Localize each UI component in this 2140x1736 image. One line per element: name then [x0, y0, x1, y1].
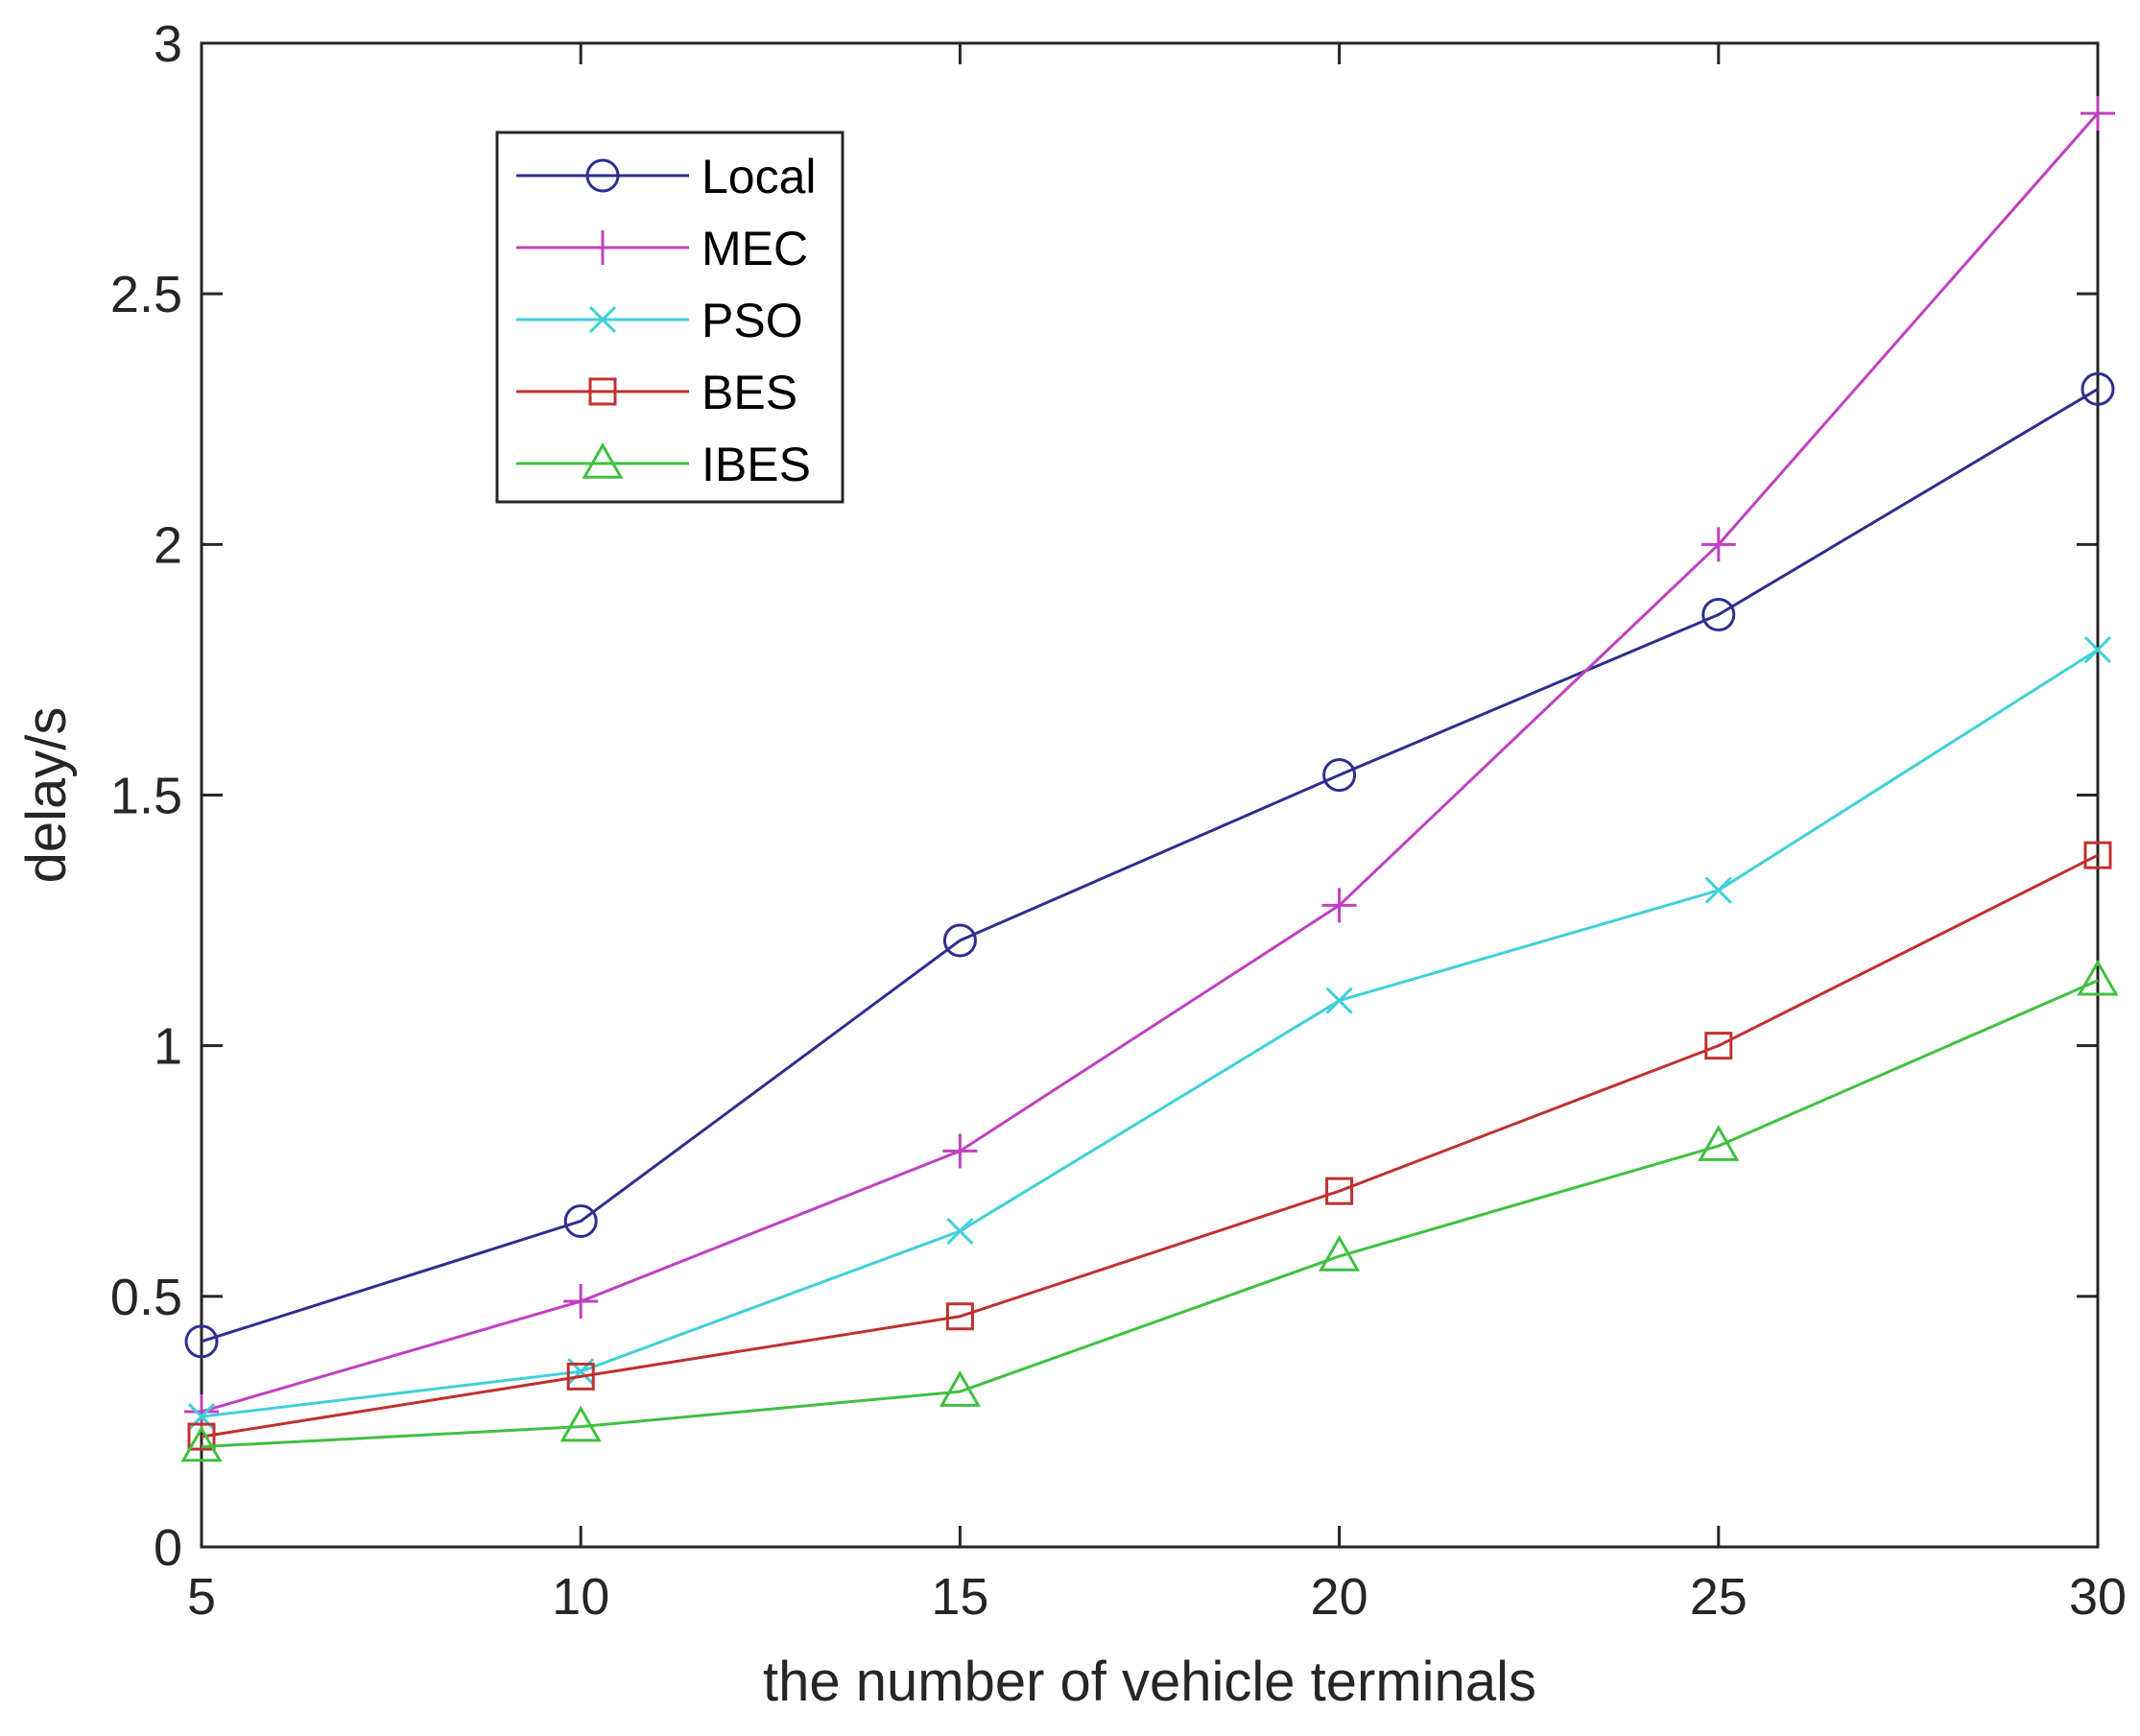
- y-tick-label: 2.5: [110, 266, 182, 323]
- legend-item-pso: PSO: [516, 294, 803, 347]
- series-line-mec: [201, 112, 2100, 1414]
- legend-box: [495, 131, 844, 504]
- x-tick-label: 5: [187, 1568, 216, 1626]
- legend-marker-pso: [588, 305, 617, 334]
- x-axis-label: the number of vehicle terminals: [763, 1651, 1536, 1713]
- legend-marker-bes: [588, 377, 617, 406]
- data-point-mec: [942, 1133, 978, 1169]
- data-point-ibes: [180, 1425, 223, 1463]
- data-point-pso: [946, 1217, 974, 1245]
- data-point-mec: [1700, 527, 1736, 562]
- series-pso: [187, 635, 2112, 1431]
- series-line-ibes: [201, 979, 2099, 1449]
- data-point-pso: [2083, 635, 2112, 664]
- y-tick-label: 1: [154, 1018, 182, 1076]
- series-mec: [184, 96, 2115, 1429]
- series-line-local: [201, 388, 2099, 1344]
- data-point-local: [2081, 371, 2115, 406]
- legend-item-mec: MEC: [516, 222, 808, 275]
- data-point-ibes: [559, 1405, 602, 1442]
- axes: [200, 41, 2100, 1549]
- series-lines: [180, 96, 2119, 1463]
- legend-label-mec: MEC: [701, 222, 808, 275]
- series-line-pso: [201, 648, 2099, 1418]
- series-line-bes: [201, 853, 2099, 1439]
- legend-marker-mec: [585, 230, 620, 265]
- data-point-bes: [187, 1422, 216, 1451]
- y-tick-label: 0.5: [110, 1269, 182, 1326]
- legend-label-ibes: IBES: [701, 438, 811, 491]
- data-point-bes: [2083, 841, 2112, 869]
- data-point-bes: [1325, 1177, 1354, 1205]
- x-tick-label: 20: [1311, 1568, 1368, 1626]
- legend-label-local: Local: [701, 150, 817, 203]
- legend-marker-local: [585, 158, 620, 193]
- data-point-pso: [1704, 876, 1732, 904]
- data-point-local: [1701, 597, 1736, 631]
- data-point-ibes: [2077, 959, 2119, 996]
- data-point-ibes: [1698, 1125, 1740, 1161]
- data-point-mec: [1321, 888, 1357, 923]
- x-tick-label: 10: [552, 1568, 609, 1626]
- data-point-local: [1322, 758, 1357, 793]
- data-point-ibes: [939, 1370, 981, 1407]
- data-point-local: [942, 923, 977, 958]
- tick-labels: 5 10 15 20 25 30 0 0.5 1 1.5 2 2.5 3: [110, 15, 2127, 1626]
- data-point-bes: [945, 1302, 974, 1331]
- series-local: [184, 371, 2115, 1359]
- legend-item-local: Local: [516, 150, 817, 203]
- data-point-local: [184, 1324, 219, 1359]
- data-point-mec: [563, 1284, 599, 1320]
- data-point-pso: [1325, 987, 1353, 1014]
- y-tick-label: 1.5: [110, 768, 182, 825]
- y-tick-label: 0: [154, 1519, 182, 1577]
- data-point-local: [563, 1203, 598, 1238]
- legend-item-bes: BES: [516, 366, 797, 419]
- data-point-ibes: [1319, 1235, 1361, 1272]
- legend-label-bes: BES: [701, 366, 797, 419]
- y-tick-label: 2: [154, 516, 182, 574]
- y-axis-label: delay/s: [15, 707, 78, 884]
- data-point-mec: [2081, 96, 2115, 131]
- series-bes: [187, 841, 2112, 1451]
- y-tick-label: 3: [154, 15, 182, 73]
- x-tick-label: 25: [1690, 1568, 1748, 1626]
- legend: Local MEC PSO BES IBES: [495, 131, 844, 504]
- x-tick-label: 30: [2069, 1568, 2127, 1626]
- x-tick-label: 15: [931, 1568, 988, 1626]
- data-point-bes: [1704, 1032, 1733, 1060]
- legend-label-pso: PSO: [701, 294, 803, 347]
- data-point-bes: [566, 1362, 595, 1391]
- legend-marker-ibes: [582, 441, 624, 479]
- series-ibes: [180, 959, 2119, 1463]
- legend-item-ibes: IBES: [516, 438, 811, 491]
